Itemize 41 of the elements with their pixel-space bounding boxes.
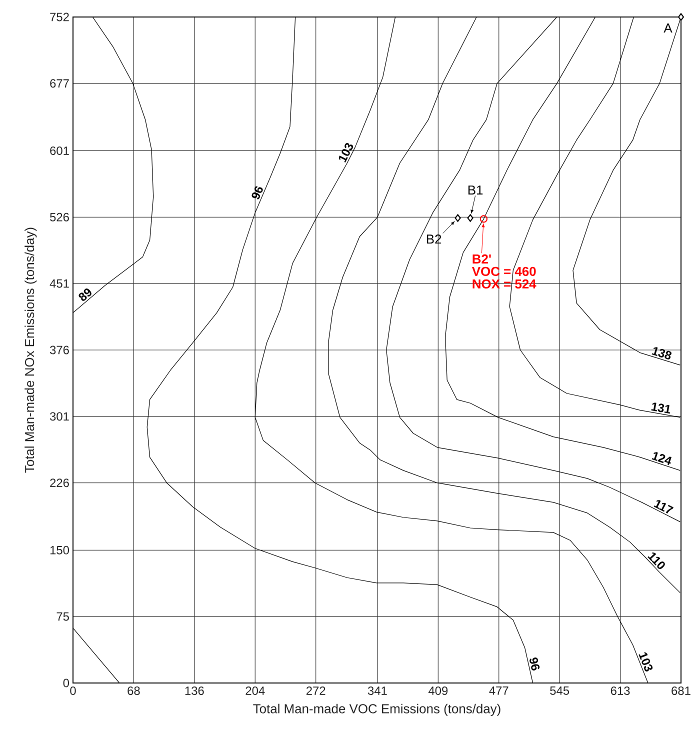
y-tick-label: 677: [50, 79, 69, 88]
y-tick-label: 752: [50, 12, 69, 22]
y-tick-label: 150: [50, 546, 70, 554]
x-tick-label: 68: [128, 686, 140, 695]
annotation: A: [664, 24, 672, 32]
text: 117: [654, 500, 674, 514]
text: 103: [338, 142, 354, 163]
y-tick-label: 451: [50, 279, 69, 288]
x-tick-label: 409: [428, 686, 448, 695]
x-tick-label: 272: [306, 686, 326, 695]
x-axis-title: Total Man-made VOC Emissions (tons/day): [253, 704, 500, 716]
annotation: B1: [468, 186, 483, 194]
text: 96: [530, 657, 540, 670]
point: [480, 215, 488, 223]
x-tick-label: 341: [368, 686, 387, 695]
x-tick-label: 136: [185, 686, 204, 695]
point: [467, 214, 474, 222]
x-tick-label: 477: [489, 686, 508, 695]
text: 138: [652, 347, 672, 360]
y-tick-label: 226: [50, 478, 69, 488]
point: [454, 214, 461, 222]
text: 131: [651, 402, 670, 414]
text: 110: [648, 552, 665, 570]
y-axis-title: Total Man-made NOx Emissions (tons/day): [24, 228, 37, 473]
y-tick-label: 0: [63, 678, 70, 688]
text: 124: [652, 452, 672, 465]
y-tick-label: 526: [50, 212, 69, 222]
x-tick-label: 545: [550, 686, 570, 695]
x-tick-label: 204: [246, 686, 265, 695]
y-tick-label: 601: [50, 146, 69, 155]
text: 103: [638, 652, 653, 672]
x-tick-label: 0: [70, 686, 76, 695]
y-tick-label: 376: [50, 346, 69, 354]
y-tick-label: 75: [56, 612, 69, 621]
x-tick-label: 613: [610, 686, 630, 695]
text: 96: [252, 186, 263, 200]
y-tick-label: 301: [50, 412, 69, 421]
x-tick-label: 681: [672, 686, 690, 695]
text: 89: [78, 288, 92, 301]
point: [678, 13, 684, 21]
annotation: B2': [472, 254, 491, 264]
